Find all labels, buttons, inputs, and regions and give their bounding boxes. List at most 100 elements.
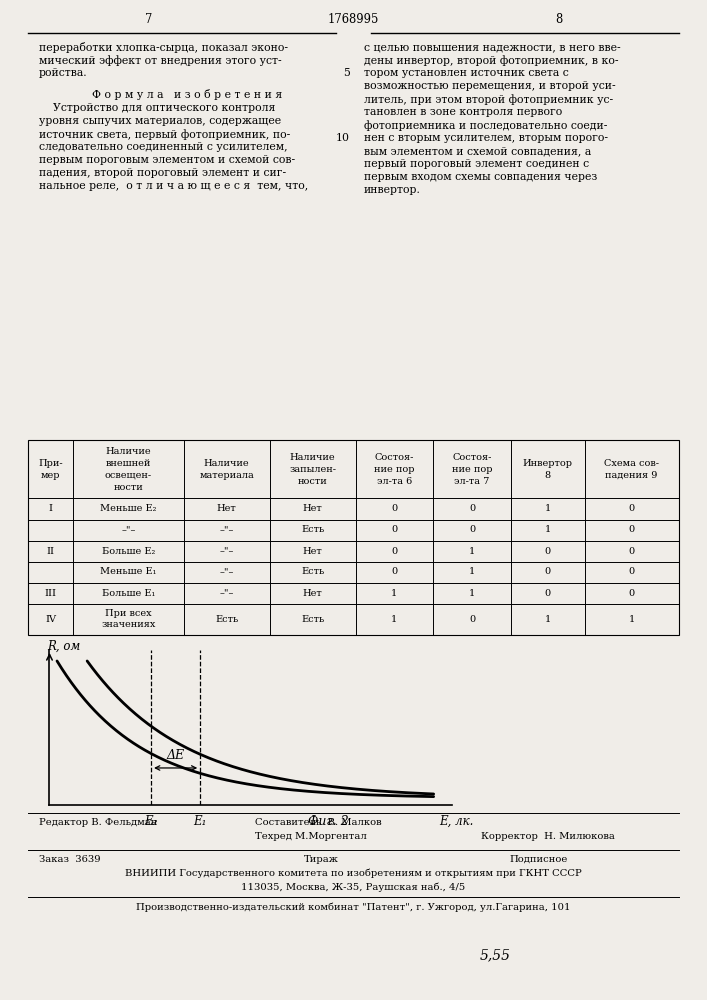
Text: Редактор В. Фельдман: Редактор В. Фельдман	[39, 818, 157, 827]
Text: При-: При-	[38, 459, 63, 468]
Text: эл-та 6: эл-та 6	[377, 477, 412, 486]
Text: литель, при этом второй фотоприемник ус-: литель, при этом второй фотоприемник ус-	[364, 94, 613, 105]
Text: с целью повышения надежности, в него вве-: с целью повышения надежности, в него вве…	[364, 42, 621, 52]
Text: Нет: Нет	[217, 504, 237, 514]
Text: возможностью перемещения, и второй уси-: возможностью перемещения, и второй уси-	[364, 81, 616, 91]
Text: E₂: E₂	[144, 815, 158, 828]
Text: Схема сов-: Схема сов-	[604, 459, 659, 468]
Text: 0: 0	[545, 588, 551, 597]
Text: 0: 0	[392, 568, 397, 576]
Text: нен с вторым усилителем, вторым порого-: нен с вторым усилителем, вторым порого-	[364, 133, 608, 143]
Text: Инвертор: Инвертор	[522, 459, 573, 468]
Text: 1: 1	[629, 615, 635, 624]
Text: тановлен в зоне контроля первого: тановлен в зоне контроля первого	[364, 107, 562, 117]
Text: II: II	[47, 546, 54, 556]
Text: I: I	[49, 504, 53, 514]
Text: 1: 1	[544, 504, 551, 514]
Text: 0: 0	[545, 568, 551, 576]
Text: 113035, Москва, Ж-35, Раушская наб., 4/5: 113035, Москва, Ж-35, Раушская наб., 4/5	[241, 882, 466, 892]
Text: Нет: Нет	[303, 546, 322, 556]
Text: мический эффект от внедрения этого уст-: мический эффект от внедрения этого уст-	[39, 55, 281, 66]
Text: Состоя-: Состоя-	[452, 453, 492, 462]
Text: материала: материала	[199, 471, 254, 480]
Text: 8: 8	[545, 471, 551, 480]
Text: 0: 0	[629, 525, 635, 534]
Text: –"–: –"–	[219, 588, 234, 597]
Text: Производственно-издательский комбинат "Патент", г. Ужгород, ул.Гагарина, 101: Производственно-издательский комбинат "П…	[136, 902, 571, 912]
Text: 0: 0	[469, 615, 475, 624]
Text: следовательно соединенный с усилителем,: следовательно соединенный с усилителем,	[39, 142, 288, 152]
Text: –"–: –"–	[219, 546, 234, 556]
Text: Меньше E₂: Меньше E₂	[100, 504, 157, 514]
Text: первым входом схемы совпадения через: первым входом схемы совпадения через	[364, 172, 597, 182]
Text: падения 9: падения 9	[605, 471, 658, 480]
Text: значениях: значениях	[101, 620, 156, 629]
Text: 0: 0	[629, 504, 635, 514]
Text: 8: 8	[555, 13, 562, 26]
Text: освещен-: освещен-	[105, 471, 152, 480]
Text: ности: ности	[114, 483, 144, 492]
Text: 0: 0	[392, 546, 397, 556]
Text: первый пороговый элемент соединен с: первый пороговый элемент соединен с	[364, 159, 589, 169]
Text: 7: 7	[145, 13, 152, 26]
Text: 0: 0	[545, 546, 551, 556]
Text: Тираж: Тираж	[304, 855, 339, 864]
Text: Есть: Есть	[301, 525, 325, 534]
Text: –"–: –"–	[122, 525, 136, 534]
Text: –"–: –"–	[219, 525, 234, 534]
Text: ройства.: ройства.	[39, 68, 88, 78]
Text: 10: 10	[336, 133, 350, 143]
Text: Составитель  В. Малков: Составитель В. Малков	[255, 818, 381, 827]
Text: 0: 0	[629, 546, 635, 556]
Text: тором установлен источник света с: тором установлен источник света с	[364, 68, 569, 78]
Text: ВНИИПИ Государственного комитета по изобретениям и открытиям при ГКНТ СССР: ВНИИПИ Государственного комитета по изоб…	[125, 868, 582, 878]
Text: 0: 0	[392, 504, 397, 514]
Text: 1: 1	[469, 588, 475, 597]
Text: Состоя-: Состоя-	[375, 453, 414, 462]
Text: Техред М.Моргентал: Техред М.Моргентал	[255, 832, 366, 841]
Text: Подписное: Подписное	[509, 855, 568, 864]
Text: E, лк.: E, лк.	[439, 815, 474, 828]
Text: Заказ  3639: Заказ 3639	[39, 855, 100, 864]
Text: первым пороговым элементом и схемой сов-: первым пороговым элементом и схемой сов-	[39, 155, 295, 165]
Text: 0: 0	[629, 588, 635, 597]
Text: E₁: E₁	[194, 815, 207, 828]
Text: Есть: Есть	[215, 615, 238, 624]
Text: 1: 1	[391, 615, 397, 624]
Text: эл-та 7: эл-та 7	[455, 477, 490, 486]
Text: –"–: –"–	[219, 568, 234, 576]
Text: источник света, первый фотоприемник, по-: источник света, первый фотоприемник, по-	[39, 129, 290, 140]
Text: Больше E₂: Больше E₂	[102, 546, 155, 556]
Text: 0: 0	[469, 525, 475, 534]
Bar	[28, 440, 679, 635]
Text: запылен-: запылен-	[289, 465, 336, 474]
Text: 1768995: 1768995	[328, 13, 379, 26]
Text: Больше E₁: Больше E₁	[102, 588, 156, 597]
Text: 0: 0	[392, 525, 397, 534]
Text: Есть: Есть	[301, 615, 325, 624]
Text: 1: 1	[391, 588, 397, 597]
Text: Корректор  Н. Милюкова: Корректор Н. Милюкова	[481, 832, 614, 841]
Text: При всех: При всех	[105, 609, 152, 618]
Text: 0: 0	[629, 568, 635, 576]
Text: 5: 5	[343, 68, 350, 78]
Text: переработки хлопка-сырца, показал эконо-: переработки хлопка-сырца, показал эконо-	[39, 42, 288, 53]
Text: Наличие: Наличие	[105, 447, 151, 456]
Text: инвертор.: инвертор.	[364, 185, 421, 195]
Text: ности: ности	[298, 477, 327, 486]
Text: Устройство для оптического контроля: Устройство для оптического контроля	[39, 103, 275, 113]
Text: 1: 1	[469, 546, 475, 556]
Text: Ф о р м у л а   и з о б р е т е н и я: Ф о р м у л а и з о б р е т е н и я	[92, 89, 283, 100]
Text: R, ом: R, ом	[47, 640, 81, 653]
Text: 1: 1	[469, 568, 475, 576]
Text: Наличие: Наличие	[204, 459, 250, 468]
Text: 5,55: 5,55	[479, 948, 510, 962]
Text: Нет: Нет	[303, 504, 322, 514]
Text: мер: мер	[41, 471, 61, 480]
Text: 1: 1	[544, 615, 551, 624]
Text: дены инвертор, второй фотоприемник, в ко-: дены инвертор, второй фотоприемник, в ко…	[364, 55, 619, 66]
Text: падения, второй пороговый элемент и сиг-: падения, второй пороговый элемент и сиг-	[39, 168, 286, 178]
Text: Наличие: Наличие	[290, 453, 335, 462]
Text: ние пор: ние пор	[452, 465, 492, 474]
Text: ΔE: ΔE	[167, 749, 185, 762]
